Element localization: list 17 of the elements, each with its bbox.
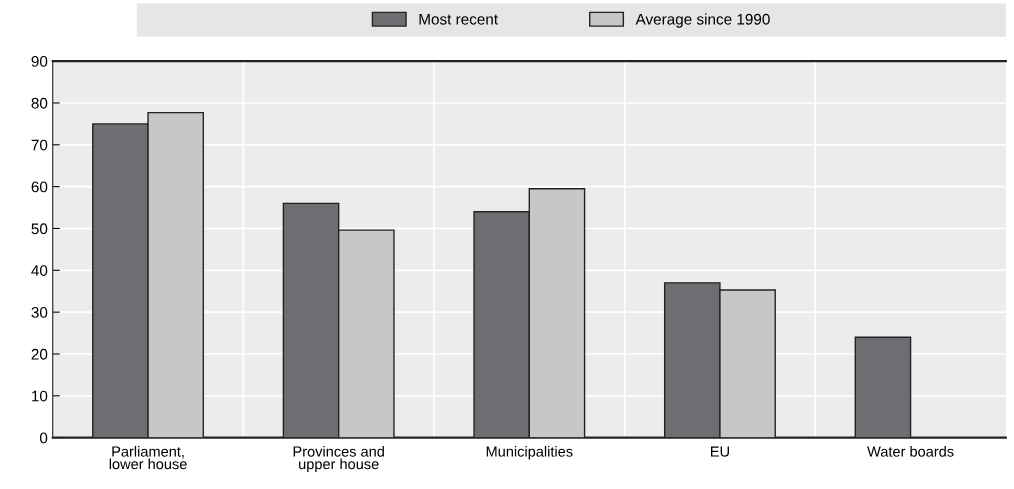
- y-tick-label: 0: [39, 432, 48, 444]
- y-tick-label: 50: [31, 223, 48, 235]
- y-tick-label: 70: [31, 139, 48, 151]
- x-tick-label: Municipalities: [486, 445, 573, 460]
- y-tick-label: 80: [31, 97, 48, 109]
- legend-label: Most recent: [419, 13, 498, 25]
- y-tick-label: 10: [32, 390, 48, 402]
- x-tick-label: EU: [711, 446, 729, 457]
- y-tick-label: 30: [31, 307, 48, 318]
- x-tick-label: Provinces and upper house: [293, 445, 384, 473]
- y-tick-label: 60: [31, 181, 48, 193]
- x-tick-label: Water boards: [867, 445, 954, 457]
- y-tick-label: 90: [31, 55, 48, 67]
- legend-label: Average since 1990: [635, 13, 770, 28]
- y-tick-label: 40: [31, 265, 48, 276]
- y-tick-label: 20: [31, 348, 48, 360]
- x-tick-label: Parliament, lower house: [109, 445, 187, 470]
